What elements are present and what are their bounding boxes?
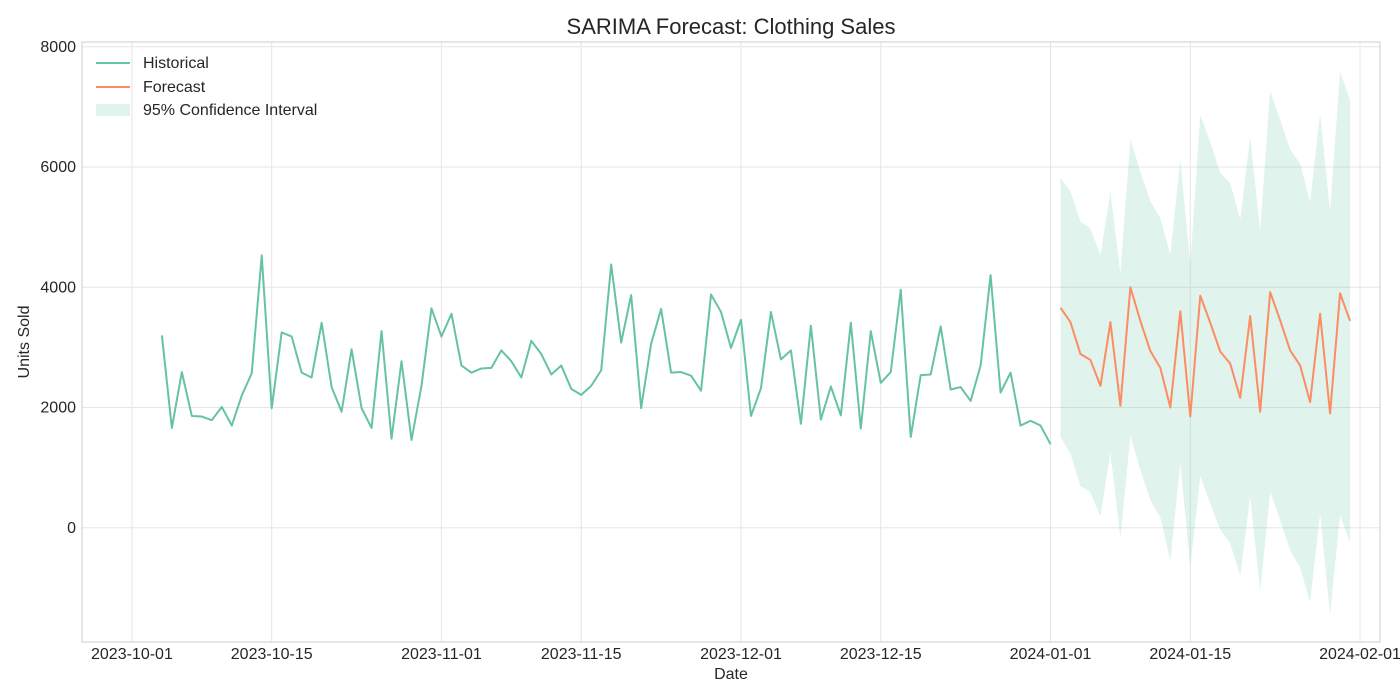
plot-frame (81, 41, 1381, 643)
legend-confidence-interval-label: 95% Confidence Interval (143, 102, 317, 119)
legend-forecast[interactable]: Forecast (96, 79, 206, 96)
x-tick-label: 2023-11-15 (541, 646, 622, 663)
y-tick-label: 6000 (40, 159, 76, 176)
y-tick-label: 4000 (40, 279, 76, 296)
legend[interactable]: Historical Forecast 95% Confidence Interva… (96, 55, 317, 119)
historical-line (160, 254, 1052, 445)
y-axis-ticks: 0 2000 4000 6000 8000 (40, 39, 76, 537)
x-tick-label: 2024-02-01 (1319, 646, 1400, 663)
x-tick-label: 2024-01-15 (1149, 646, 1231, 663)
y-tick-label: 8000 (40, 39, 76, 56)
legend-confidence-interval[interactable]: 95% Confidence Interval (96, 102, 317, 119)
legend-forecast-label: Forecast (143, 79, 206, 96)
y-tick-label: 2000 (40, 400, 76, 417)
x-axis-ticks: 2023-10-01 2023-10-15 2023-11-01 2023-11-15… (91, 646, 1400, 663)
legend-confidence-interval-swatch (96, 104, 130, 116)
x-axis-title: Date (714, 666, 748, 683)
confidence-interval-band (1060, 71, 1351, 615)
chart-title: SARIMA Forecast: Clothing Sales (567, 14, 896, 39)
confidence-interval-layer (1060, 71, 1351, 615)
x-tick-label: 2023-10-01 (91, 646, 173, 663)
forecast-line (1059, 286, 1351, 418)
x-tick-label: 2024-01-01 (1010, 646, 1092, 663)
y-axis-title: Units Sold (16, 306, 33, 379)
x-tick-label: 2023-12-15 (840, 646, 922, 663)
x-tick-label: 2023-12-01 (700, 646, 782, 663)
grid (82, 42, 1380, 642)
y-tick-label: 0 (67, 520, 76, 537)
legend-historical-label: Historical (143, 55, 209, 72)
legend-historical[interactable]: Historical (96, 55, 209, 72)
x-tick-label: 2023-11-01 (401, 646, 482, 663)
x-tick-label: 2023-10-15 (231, 646, 313, 663)
line-layer (160, 254, 1351, 445)
